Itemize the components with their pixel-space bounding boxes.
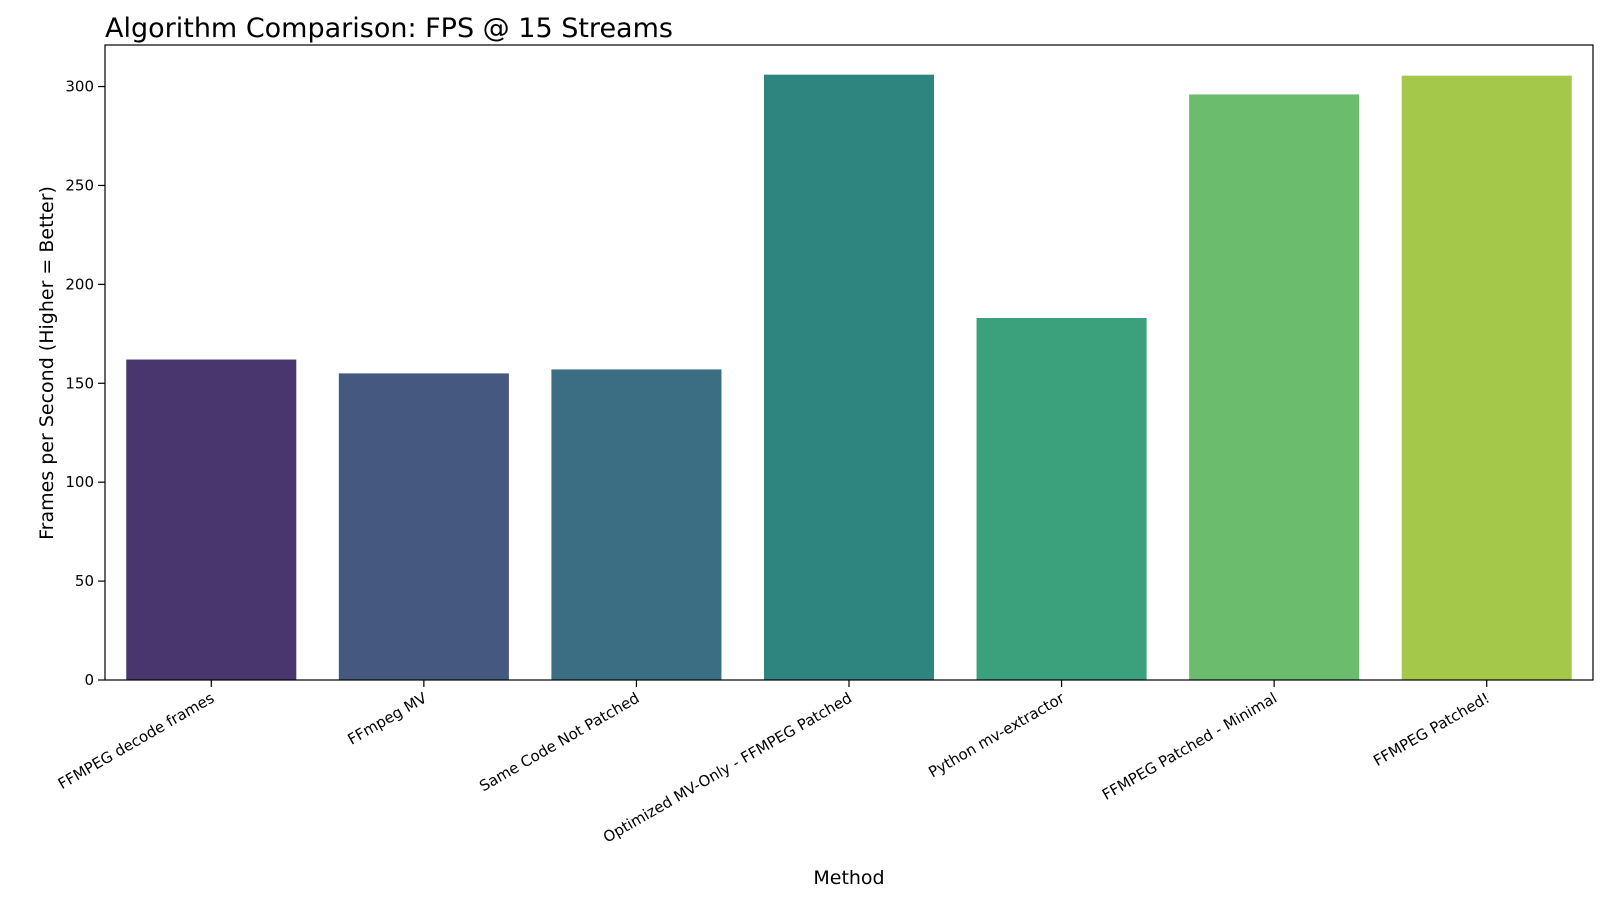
y-axis: 0 50 100 150 200 250 300	[65, 78, 105, 689]
plot-frame	[104, 44, 1594, 681]
y-tick-label: 250	[65, 176, 94, 194]
bar	[338, 373, 509, 680]
bar	[763, 74, 935, 680]
x-axis: FFMPEG decode frames FFmpeg MV Same Code N…	[55, 680, 1493, 847]
y-tick-label: 50	[75, 572, 94, 590]
bar	[1189, 94, 1360, 680]
bar	[551, 369, 722, 680]
x-tick-label: Python mv-extractor	[925, 688, 1068, 781]
x-tick-label: FFmpeg MV	[345, 689, 431, 749]
bars-group	[126, 74, 1572, 681]
y-tick-label: 150	[65, 374, 94, 392]
x-tick-label: Same Code Not Patched	[476, 689, 642, 795]
y-tick-label: 0	[84, 671, 94, 689]
y-tick-label: 200	[65, 275, 94, 293]
x-tick-label: Optimized MV-Only - FFMPEG Patched	[600, 689, 855, 847]
x-tick-label: FFMPEG decode frames	[55, 689, 218, 793]
chart-title: Algorithm Comparison: FPS @ 15 Streams	[105, 13, 673, 44]
x-axis-label: Method	[813, 867, 884, 889]
y-tick-label: 100	[65, 473, 94, 491]
bar	[126, 359, 297, 680]
y-axis-label: Frames per Second (Higher = Better)	[36, 186, 58, 540]
bar	[1401, 75, 1572, 681]
y-tick-label: 300	[65, 78, 94, 96]
x-tick-label: FFMPEG Patched!	[1370, 689, 1493, 770]
x-tick-label: FFMPEG Patched - Minimal	[1099, 689, 1280, 804]
bar	[976, 317, 1147, 680]
